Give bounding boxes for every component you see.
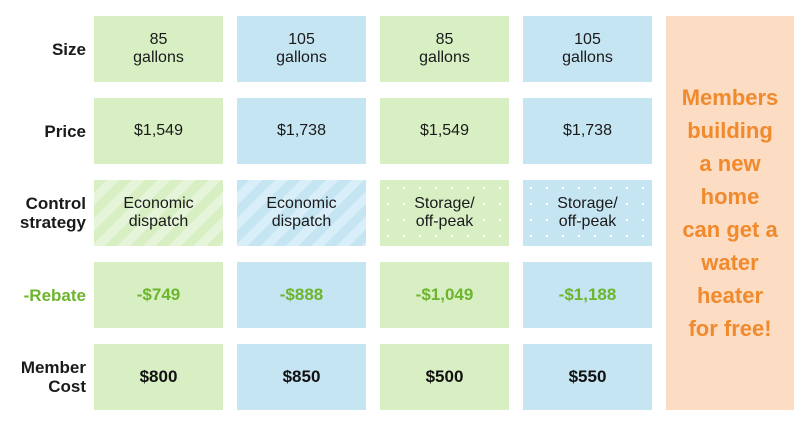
size-unit-1: gallons [133,49,184,66]
row-label-control-line-2: strategy [19,213,86,232]
strategy-line-1-4: Storage/ [557,195,618,212]
size-cell-3: 85 gallons [380,16,509,82]
cost-value-2: $850 [282,367,321,386]
cost-cell-1: $800 [94,344,223,410]
row-label-control-line-1: Control [25,194,86,213]
strategy-line-1-1: Economic [123,195,194,212]
size-unit-2: gallons [276,49,327,66]
row-label-cost-line-1: Member [20,358,86,377]
cost-cell-2: $850 [237,344,366,410]
rebate-cell-2: -$888 [237,262,366,328]
promo-text: Members building a new home can get a wa… [682,81,779,345]
cost-value-4: $550 [568,367,607,386]
row-label-control-strategy: Control strategy [0,180,86,246]
cost-cell-3: $500 [380,344,509,410]
row-label-price: Price [0,98,86,164]
strategy-cell-3: Storage/off-peak [380,180,509,246]
promo-line-1: Members [681,85,779,110]
price-cell-1: $1,549 [94,98,223,164]
strategy-line-2-3: off-peak [415,213,474,230]
promo-line-3: a new [699,151,761,176]
promo-line-6: water [701,250,759,275]
cost-value-1: $800 [139,367,178,386]
strategy-cell-2: Economic dispatch [237,180,366,246]
rebate-value-3: -$1,049 [415,285,474,304]
cost-value-3: $500 [425,367,464,386]
row-label-control-strategy-text: Control strategy [20,194,86,232]
cost-cell-4: $550 [523,344,652,410]
size-cell-2: 105 gallons [237,16,366,82]
promo-line-8: for free! [688,316,772,341]
strategy-line-1-2: Economic [266,195,337,212]
size-value-2: 105 [288,31,315,48]
price-cell-4: $1,738 [523,98,652,164]
promo-line-7: heater [696,283,764,308]
rebate-cell-1: -$749 [94,262,223,328]
row-label-rebate-text: -Rebate [23,285,86,305]
rebate-value-4: -$1,188 [558,285,617,304]
rebate-value-1: -$749 [136,285,181,304]
strategy-cell-4: Storage/off-peak [523,180,652,246]
promo-panel: Members building a new home can get a wa… [666,16,794,410]
size-value-4: 105 [574,31,601,48]
price-value-3: $1,549 [420,122,469,139]
strategy-cell-1: Economic dispatch [94,180,223,246]
rebate-cell-3: -$1,049 [380,262,509,328]
promo-line-5: can get a [682,217,778,242]
row-label-size-text: Size [51,39,86,59]
strategy-line-1-3: Storage/ [414,195,475,212]
size-value-3: 85 [435,31,454,48]
row-label-member-cost: Member Cost [0,344,86,410]
promo-line-2: building [687,118,773,143]
rebate-cell-4: -$1,188 [523,262,652,328]
promo-line-4: home [700,184,760,209]
strategy-line-2-1: dispatch [128,213,189,230]
price-cell-3: $1,549 [380,98,509,164]
row-label-rebate: -Rebate [0,262,86,328]
size-cell-1: 85 gallons [94,16,223,82]
row-label-cost-line-2: Cost [48,377,86,396]
price-value-1: $1,549 [134,122,183,139]
row-label-size: Size [0,16,86,82]
row-label-member-cost-text: Member Cost [21,358,86,396]
rebate-value-2: -$888 [279,285,324,304]
strategy-line-2-4: off-peak [558,213,617,230]
price-value-2: $1,738 [277,122,326,139]
size-cell-4: 105 gallons [523,16,652,82]
strategy-line-2-2: dispatch [271,213,332,230]
row-label-price-text: Price [44,121,86,141]
size-unit-4: gallons [562,49,613,66]
price-cell-2: $1,738 [237,98,366,164]
price-value-4: $1,738 [563,122,612,139]
size-unit-3: gallons [419,49,470,66]
size-value-1: 85 [149,31,168,48]
